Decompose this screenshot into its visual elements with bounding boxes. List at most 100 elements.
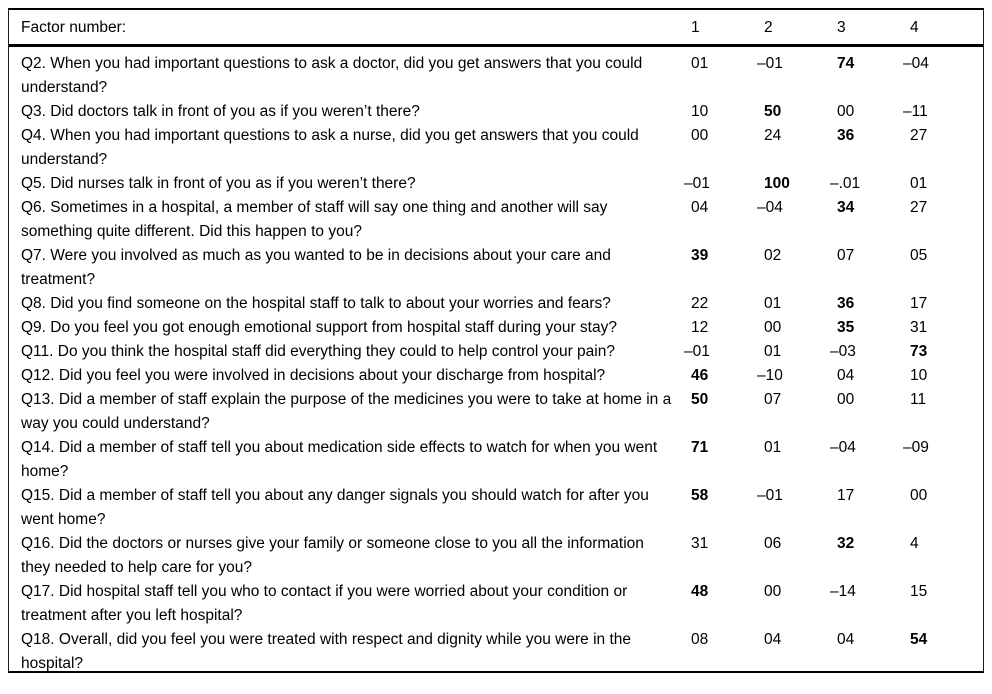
value-cell: –14: [830, 583, 856, 600]
question-cell: Q3. Did doctors talk in front of you as …: [21, 103, 420, 120]
value-cell: 100: [764, 175, 790, 192]
value-cell: 06: [764, 535, 782, 552]
value-cell: 00: [691, 127, 709, 144]
header-row: Factor number: 1 2 3 4: [9, 10, 983, 47]
question-cell: Q16. Did the doctors or nurses give your…: [21, 535, 644, 576]
table-row: Q17. Did hospital staff tell you who to …: [9, 580, 983, 628]
value-cell: –04: [830, 439, 856, 456]
value-cell: –01: [757, 487, 783, 504]
value-cell: 01: [910, 175, 928, 192]
question-cell: Q12. Did you feel you were involved in d…: [21, 367, 606, 384]
column-header-factor2: 2: [764, 10, 837, 47]
question-cell: Q6. Sometimes in a hospital, a member of…: [21, 199, 608, 240]
value-cell: 48: [691, 583, 709, 600]
value-cell: 05: [910, 247, 928, 264]
table-row: Q6. Sometimes in a hospital, a member of…: [9, 196, 983, 244]
table-row: Q5. Did nurses talk in front of you as i…: [9, 172, 983, 196]
value-cell: 01: [764, 439, 782, 456]
value-cell: 58: [691, 487, 709, 504]
value-cell: 10: [691, 103, 709, 120]
question-cell: Q15. Did a member of staff tell you abou…: [21, 487, 649, 528]
question-cell: Q5. Did nurses talk in front of you as i…: [21, 175, 416, 192]
value-cell: 31: [691, 535, 709, 552]
value-cell: –03: [830, 343, 856, 360]
value-cell: 04: [837, 367, 855, 384]
value-cell: 10: [910, 367, 928, 384]
value-cell: 31: [910, 319, 928, 336]
question-cell: Q4. When you had important questions to …: [21, 127, 639, 168]
value-cell: 04: [837, 631, 855, 648]
column-header-factor1: 1: [691, 10, 764, 47]
value-cell: –04: [903, 55, 929, 72]
value-cell: 24: [764, 127, 782, 144]
value-cell: 02: [764, 247, 782, 264]
value-cell: 32: [837, 535, 855, 552]
table-row: Q2. When you had important questions to …: [9, 46, 983, 101]
question-cell: Q18. Overall, did you feel you were trea…: [21, 631, 631, 672]
value-cell: 50: [691, 391, 709, 408]
value-cell: 01: [691, 55, 709, 72]
value-cell: 36: [837, 295, 855, 312]
value-cell: 35: [837, 319, 855, 336]
value-cell: –11: [903, 103, 928, 120]
value-cell: 15: [910, 583, 928, 600]
value-cell: 00: [910, 487, 928, 504]
value-cell: 07: [837, 247, 855, 264]
value-cell: 22: [691, 295, 709, 312]
value-cell: 07: [764, 391, 782, 408]
value-cell: –01: [757, 55, 783, 72]
table-row: Q9. Do you feel you got enough emotional…: [9, 316, 983, 340]
table-row: Q7. Were you involved as much as you wan…: [9, 244, 983, 292]
value-cell: –01: [684, 343, 710, 360]
table-row: Q4. When you had important questions to …: [9, 124, 983, 172]
value-cell: 01: [764, 295, 782, 312]
value-cell: 46: [691, 367, 709, 384]
table-row: Q18. Overall, did you feel you were trea…: [9, 628, 983, 672]
table-row: Q3. Did doctors talk in front of you as …: [9, 100, 983, 124]
table-row: Q15. Did a member of staff tell you abou…: [9, 484, 983, 532]
column-header-factor4: 4: [910, 10, 983, 47]
table-row: Q12. Did you feel you were involved in d…: [9, 364, 983, 388]
table-row: Q16. Did the doctors or nurses give your…: [9, 532, 983, 580]
value-cell: –10: [757, 367, 783, 384]
value-cell: 00: [764, 319, 782, 336]
value-cell: 54: [910, 631, 928, 648]
factor-loadings-table: Factor number: 1 2 3 4 Q2. When you had …: [9, 10, 983, 672]
header-label: Factor number:: [9, 10, 691, 47]
value-cell: 34: [837, 199, 855, 216]
value-cell: 12: [691, 319, 709, 336]
value-cell: 00: [837, 103, 855, 120]
value-cell: 39: [691, 247, 709, 264]
value-cell: 00: [764, 583, 782, 600]
value-cell: 04: [691, 199, 709, 216]
value-cell: –01: [684, 175, 710, 192]
question-cell: Q2. When you had important questions to …: [21, 55, 643, 96]
value-cell: –09: [903, 439, 929, 456]
value-cell: 73: [910, 343, 928, 360]
value-cell: 4: [910, 535, 919, 552]
table-row: Q8. Did you find someone on the hospital…: [9, 292, 983, 316]
question-cell: Q11. Do you think the hospital staff did…: [21, 343, 615, 360]
value-cell: 01: [764, 343, 782, 360]
value-cell: 17: [837, 487, 855, 504]
value-cell: 27: [910, 199, 928, 216]
value-cell: 50: [764, 103, 782, 120]
table-row: Q13. Did a member of staff explain the p…: [9, 388, 983, 436]
question-cell: Q9. Do you feel you got enough emotional…: [21, 319, 617, 336]
question-cell: Q14. Did a member of staff tell you abou…: [21, 439, 658, 480]
value-cell: –.01: [830, 175, 861, 192]
value-cell: 11: [910, 391, 927, 408]
value-cell: 36: [837, 127, 855, 144]
question-cell: Q7. Were you involved as much as you wan…: [21, 247, 611, 288]
value-cell: –04: [757, 199, 783, 216]
value-cell: 27: [910, 127, 928, 144]
value-cell: 17: [910, 295, 928, 312]
value-cell: 74: [837, 55, 855, 72]
question-cell: Q8. Did you find someone on the hospital…: [21, 295, 611, 312]
question-cell: Q17. Did hospital staff tell you who to …: [21, 583, 628, 624]
value-cell: 04: [764, 631, 782, 648]
value-cell: 00: [837, 391, 855, 408]
table-body: Q2. When you had important questions to …: [9, 46, 983, 672]
table-row: Q14. Did a member of staff tell you abou…: [9, 436, 983, 484]
question-cell: Q13. Did a member of staff explain the p…: [21, 391, 672, 432]
